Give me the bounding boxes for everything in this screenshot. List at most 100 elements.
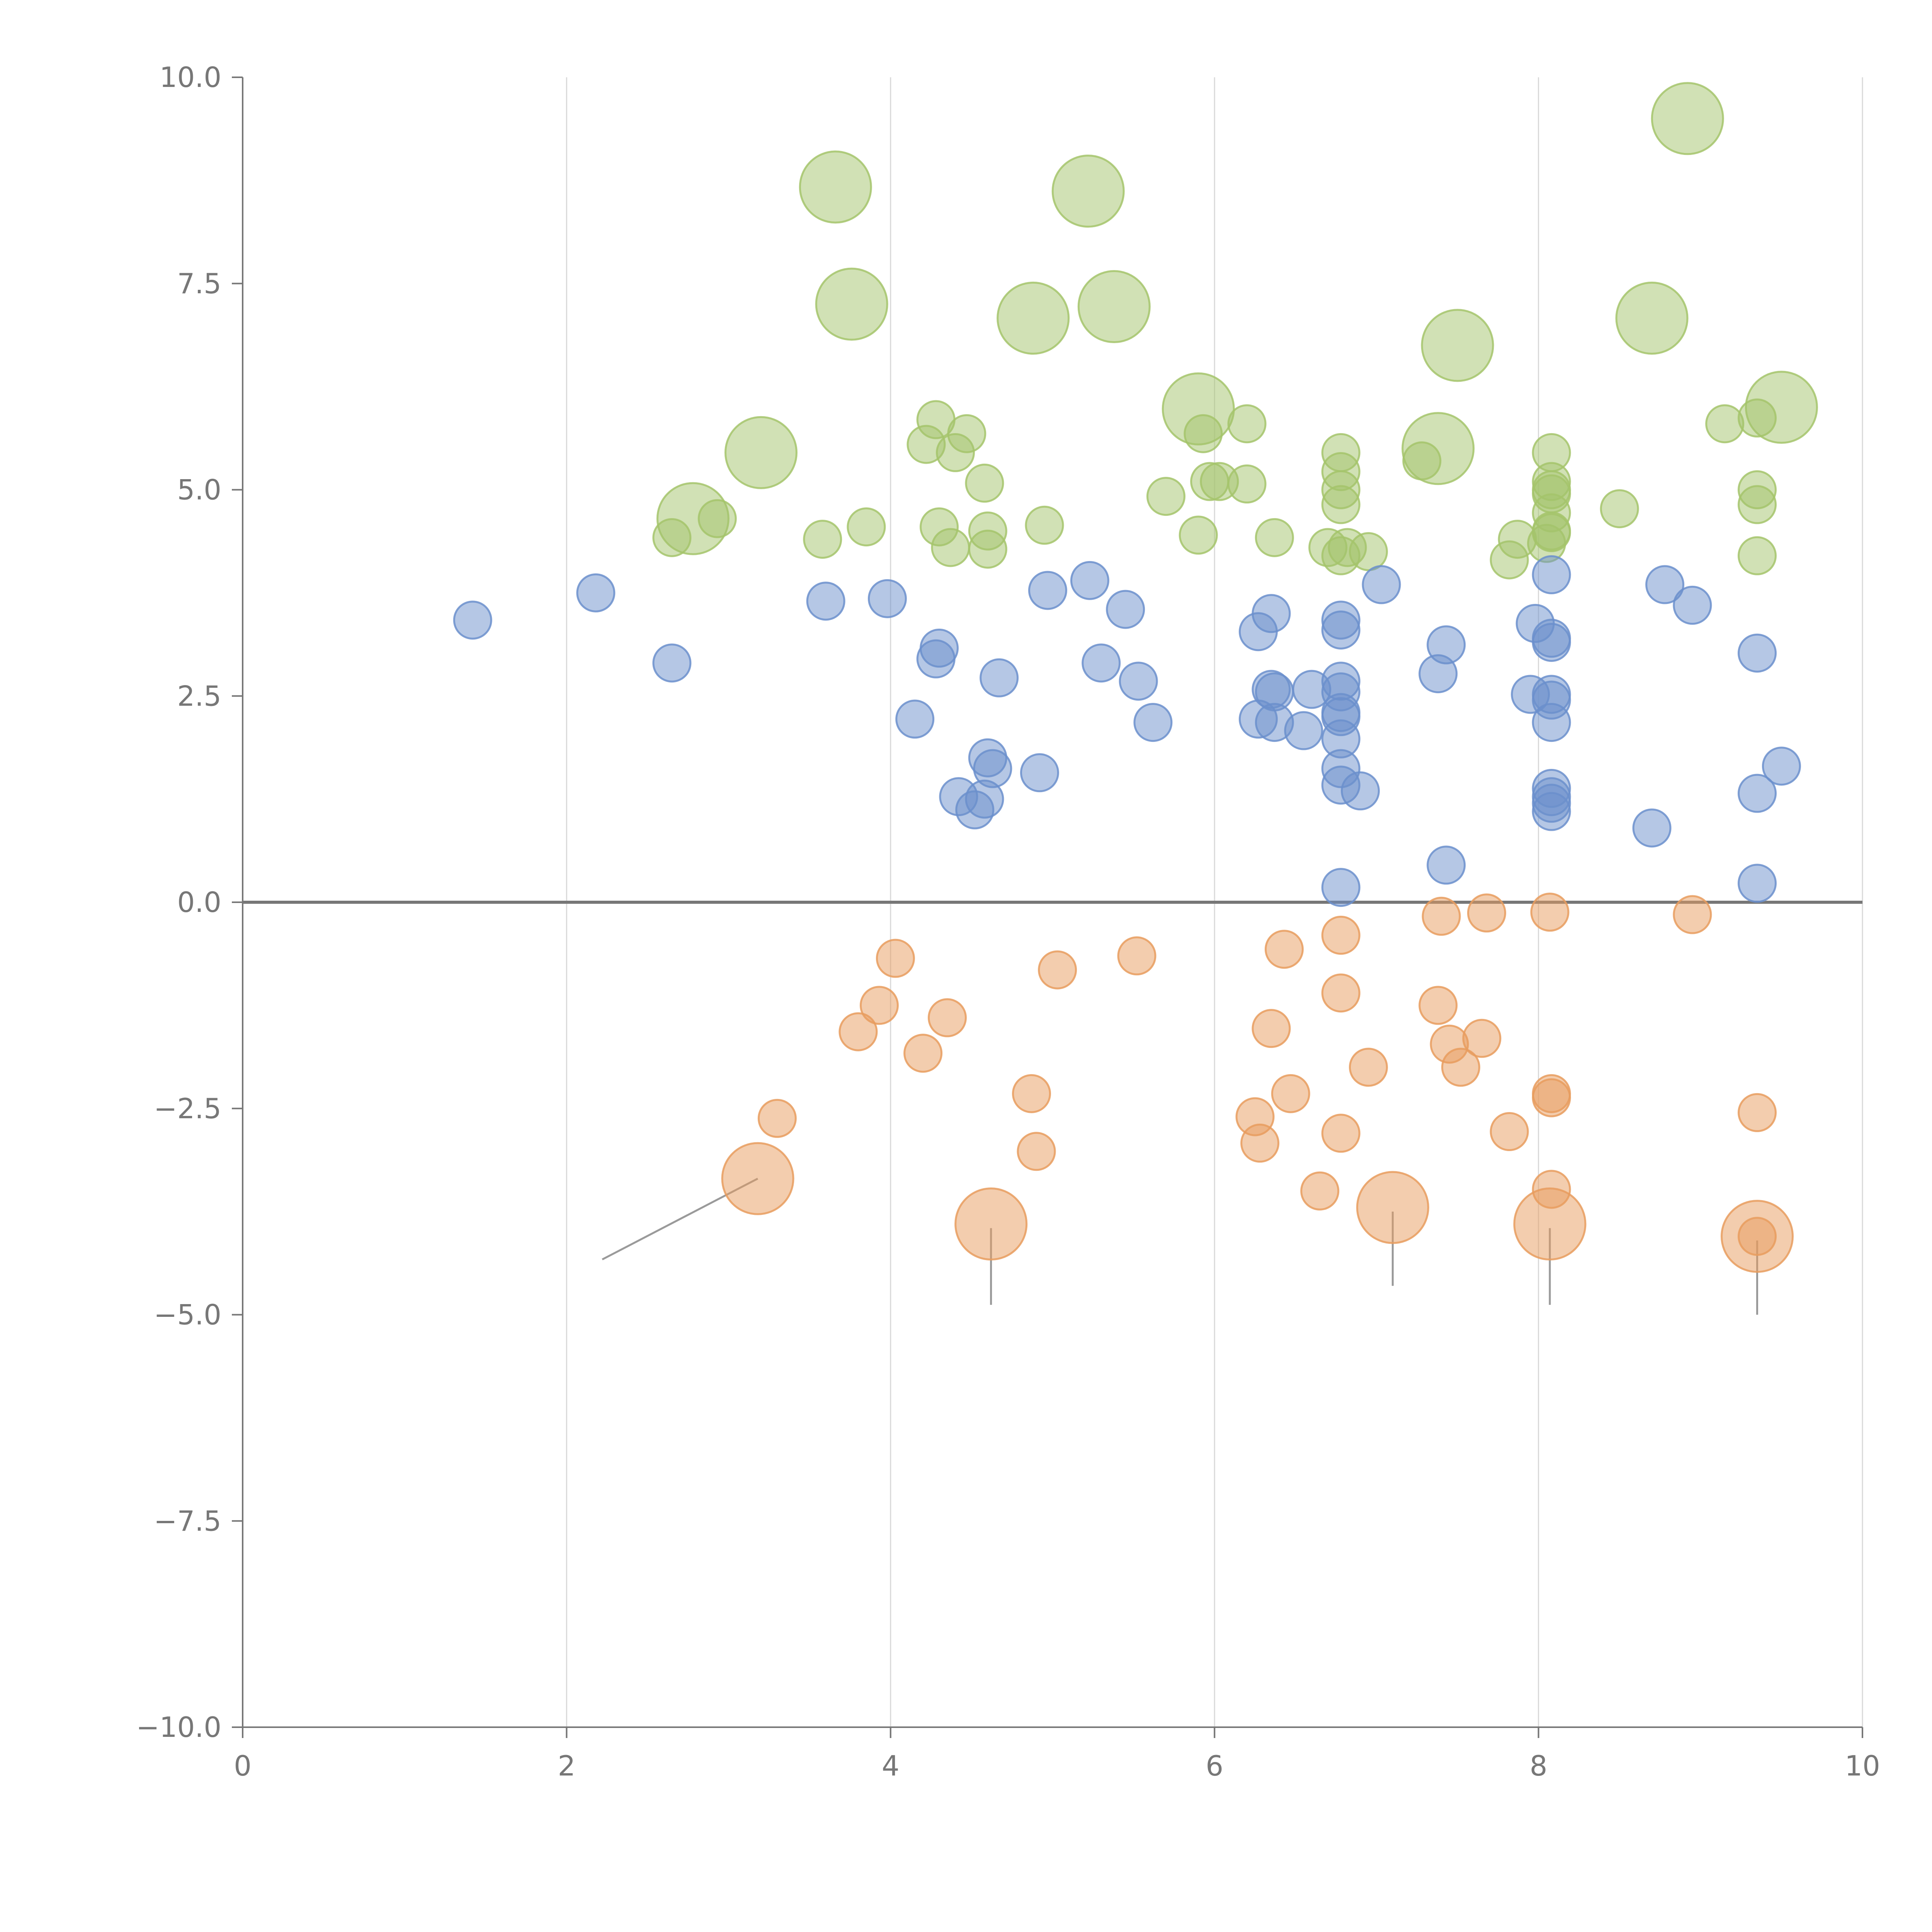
bubble-layer xyxy=(453,82,1818,1273)
green-bubble-58 xyxy=(1738,485,1777,524)
green-bubble-20 xyxy=(947,414,986,453)
green-bubble-22 xyxy=(931,528,970,567)
orange-bubble-26 xyxy=(1422,896,1461,936)
x-tick-label-4: 8 xyxy=(1530,1750,1548,1782)
orange-bubble-29 xyxy=(1462,1019,1502,1058)
x-tick-label-1: 2 xyxy=(558,1750,575,1782)
x-tick-label-3: 6 xyxy=(1206,1750,1223,1782)
green-bubble-59 xyxy=(1738,536,1777,575)
green-bubble-25 xyxy=(965,463,1004,503)
blue-bubble-57 xyxy=(1645,565,1685,604)
green-bubble-1 xyxy=(1051,155,1125,228)
green-bubble-4 xyxy=(997,281,1070,355)
blue-bubble-61 xyxy=(1738,864,1777,903)
green-bubble-16 xyxy=(847,507,886,547)
blue-bubble-7 xyxy=(920,628,959,668)
blue-bubble-39 xyxy=(1340,771,1380,811)
green-bubble-32 xyxy=(1227,404,1267,444)
blue-bubble-48 xyxy=(1532,622,1571,662)
orange-bubble-23 xyxy=(1321,1114,1361,1153)
green-bubble-15 xyxy=(803,520,842,559)
blue-bubble-56 xyxy=(1632,808,1672,848)
blue-bubble-0 xyxy=(453,600,492,640)
orange-bubble-14 xyxy=(1117,936,1156,976)
y-tick-label-4: 0.0 xyxy=(177,886,221,918)
x-tick-label-0: 0 xyxy=(234,1750,252,1782)
green-bubble-24 xyxy=(968,529,1007,569)
blue-bubble-1 xyxy=(576,573,616,612)
orange-bubble-19 xyxy=(1271,1074,1310,1113)
blue-bubble-3 xyxy=(806,582,845,621)
green-bubble-13 xyxy=(652,518,692,557)
y-tick-label-2: −5.0 xyxy=(154,1299,221,1331)
green-bubble-3 xyxy=(815,267,888,341)
blue-bubble-12 xyxy=(973,749,1012,788)
green-bubble-53 xyxy=(1532,513,1571,553)
orange-bubble-36 xyxy=(1673,895,1712,934)
green-bubble-43 xyxy=(1402,441,1442,481)
blue-bubble-4 xyxy=(867,579,907,618)
blue-bubble-15 xyxy=(1028,571,1067,610)
blue-bubble-13 xyxy=(980,658,1019,697)
green-bubble-27 xyxy=(1146,477,1185,516)
orange-bubble-38 xyxy=(1738,1217,1777,1256)
orange-bubble-22 xyxy=(1321,973,1361,1013)
blue-bubble-59 xyxy=(1738,633,1777,673)
green-bubble-42 xyxy=(1349,532,1388,571)
orange-bubble-7 xyxy=(859,986,899,1025)
y-tick-label-3: −2.5 xyxy=(154,1092,221,1125)
orange-bubble-35 xyxy=(1532,1170,1571,1209)
orange-bubble-21 xyxy=(1321,915,1361,955)
orange-bubble-16 xyxy=(1240,1123,1280,1163)
y-axis-ticks: −10.0 −7.5 −5.0 −2.5 0.0 2.5 5.0 7.5 10.0 xyxy=(136,61,243,1743)
orange-bubble-28 xyxy=(1441,1048,1480,1087)
x-tick-label-2: 4 xyxy=(882,1750,900,1782)
blue-bubble-17 xyxy=(1082,643,1121,683)
orange-bubble-25 xyxy=(1418,986,1458,1025)
blue-bubble-38 xyxy=(1321,868,1361,907)
green-bubble-26 xyxy=(1025,505,1064,545)
blue-bubble-62 xyxy=(1762,747,1801,786)
blue-bubble-42 xyxy=(1427,625,1466,665)
blue-bubble-30 xyxy=(1321,610,1361,650)
blue-bubble-20 xyxy=(1133,703,1173,742)
green-bubble-7 xyxy=(1615,281,1689,355)
green-bubble-5 xyxy=(1077,270,1151,344)
green-bubble-33 xyxy=(1227,464,1267,504)
y-tick-label-5: 2.5 xyxy=(177,680,221,712)
orange-bubble-13 xyxy=(1038,950,1077,990)
orange-bubble-17 xyxy=(1252,1009,1291,1048)
blue-bubble-23 xyxy=(1252,594,1291,633)
y-tick-label-6: 5.0 xyxy=(177,474,221,506)
orange-bubble-30 xyxy=(1467,893,1506,933)
green-bubble-8 xyxy=(724,416,798,489)
green-bubble-56 xyxy=(1738,398,1777,438)
green-bubble-55 xyxy=(1705,404,1745,444)
green-bubble-14 xyxy=(697,499,737,538)
y-tick-label-8: 10.0 xyxy=(160,61,221,94)
blue-bubble-2 xyxy=(652,643,692,683)
orange-bubble-20 xyxy=(1300,1171,1340,1211)
orange-bubble-0 xyxy=(721,1142,794,1215)
blue-bubble-55 xyxy=(1532,792,1571,831)
orange-bubble-1 xyxy=(954,1187,1028,1261)
green-bubble-28 xyxy=(1179,515,1218,555)
x-tick-label-5: 10 xyxy=(1845,1750,1880,1782)
blue-bubble-5 xyxy=(895,699,935,739)
blue-bubble-60 xyxy=(1738,774,1777,813)
blue-bubble-58 xyxy=(1673,585,1712,625)
blue-bubble-46 xyxy=(1532,555,1571,594)
orange-bubble-37 xyxy=(1738,1093,1777,1132)
x-axis-ticks: 0 2 4 6 8 10 xyxy=(234,1727,1880,1782)
orange-bubble-32 xyxy=(1530,893,1570,932)
orange-bubble-24 xyxy=(1349,1048,1388,1087)
y-tick-label-7: 7.5 xyxy=(177,267,221,300)
blue-bubble-27 xyxy=(1284,711,1323,750)
orange-bubble-8 xyxy=(876,939,915,978)
orange-bubble-34 xyxy=(1532,1078,1571,1117)
series-green xyxy=(652,82,1818,580)
series-blue xyxy=(453,555,1801,907)
orange-bubble-10 xyxy=(928,998,967,1037)
blue-bubble-19 xyxy=(1119,662,1158,701)
